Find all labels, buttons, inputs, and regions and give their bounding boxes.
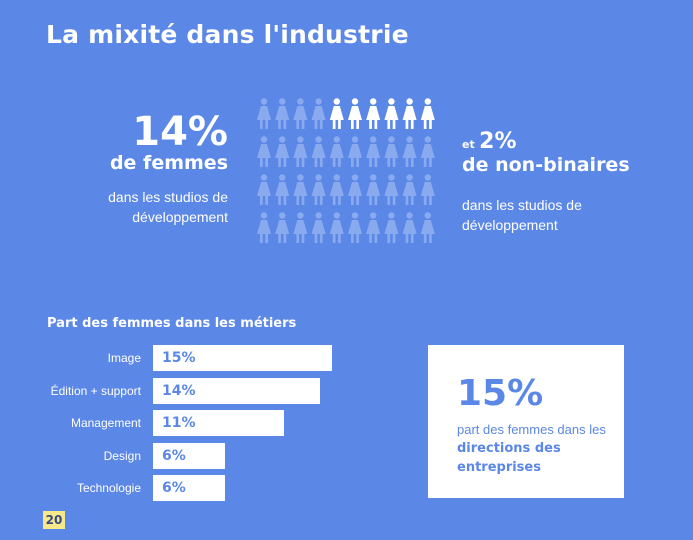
woman-icon xyxy=(311,98,326,129)
bar: 14% xyxy=(153,377,320,404)
woman-icon xyxy=(293,212,308,243)
woman-icon xyxy=(402,174,417,205)
bar-value-label: 6% xyxy=(162,447,186,464)
nonbinary-stat: et 2% de non-binaires dans les studios d… xyxy=(462,130,662,235)
bar-row: Image 15% xyxy=(0,345,693,371)
woman-icon xyxy=(257,98,271,129)
people-pictogram xyxy=(257,98,435,243)
woman-icon xyxy=(275,174,290,205)
woman-icon xyxy=(257,136,271,167)
bar-category-label: Édition + support xyxy=(50,383,141,398)
nonbinary-pct: 2% xyxy=(479,129,517,154)
woman-icon xyxy=(420,212,435,243)
woman-icon xyxy=(366,212,381,243)
bar-value-label: 6% xyxy=(162,480,186,496)
woman-icon xyxy=(402,98,417,129)
bar-row: Management 11% xyxy=(0,410,693,436)
woman-icon xyxy=(384,98,399,129)
directions-pct: 15% xyxy=(457,373,544,414)
bar-row: Édition + support 14% xyxy=(0,377,693,404)
woman-icon xyxy=(293,136,308,167)
woman-icon xyxy=(402,136,417,167)
women-stat: 14% de femmes dans les studios de dévelo… xyxy=(80,112,228,227)
woman-icon xyxy=(293,174,308,205)
women-note: dans les studios de développement xyxy=(108,189,228,225)
bar: 11% xyxy=(153,410,284,436)
nonbinary-label: de non-binaires xyxy=(462,154,630,176)
woman-icon xyxy=(420,174,435,205)
woman-icon xyxy=(384,174,399,205)
bar-category-label: Image xyxy=(107,351,141,365)
woman-icon xyxy=(384,136,399,167)
bar-value-label: 15% xyxy=(162,350,196,366)
woman-icon xyxy=(329,136,344,167)
woman-icon xyxy=(257,212,271,243)
directions-card: 15% part des femmes dans les directions … xyxy=(428,345,624,498)
woman-icon xyxy=(420,98,435,129)
bar-row: Design 6% xyxy=(0,442,693,469)
woman-icon xyxy=(293,98,308,129)
woman-icon xyxy=(366,136,381,167)
bar: 6% xyxy=(153,442,225,469)
woman-icon xyxy=(348,212,362,243)
woman-icon xyxy=(257,174,271,205)
bar-value-label: 11% xyxy=(162,415,196,431)
bar-value-label: 14% xyxy=(162,382,196,399)
page-number: 20 xyxy=(43,511,65,529)
bar-row: Technologie 6% xyxy=(0,475,693,501)
nonbinary-note: dans les studios de développement xyxy=(462,197,582,233)
woman-icon xyxy=(311,212,326,243)
woman-icon xyxy=(329,212,344,243)
woman-icon xyxy=(275,136,290,167)
woman-icon xyxy=(275,98,290,129)
woman-icon xyxy=(348,98,362,129)
women-label: de femmes xyxy=(109,152,228,174)
woman-icon xyxy=(311,136,326,167)
woman-icon xyxy=(384,212,399,243)
chart-title: Part des femmes dans les métiers xyxy=(47,316,297,331)
woman-icon xyxy=(329,98,344,129)
bar-category-label: Design xyxy=(103,448,141,463)
page-title: La mixité dans l'industrie xyxy=(46,20,409,49)
woman-icon xyxy=(275,212,290,243)
bar-category-label: Management xyxy=(70,416,141,430)
woman-icon xyxy=(402,212,417,243)
bar-category-label: Technologie xyxy=(76,481,141,495)
woman-icon xyxy=(420,136,435,167)
woman-icon xyxy=(348,174,362,205)
directions-text: part des femmes dans les directions des … xyxy=(457,422,606,475)
woman-icon xyxy=(311,174,326,205)
nonbinary-prefix: et xyxy=(462,138,475,151)
woman-icon xyxy=(366,174,381,205)
woman-icon xyxy=(366,98,381,129)
women-pct: 14% xyxy=(132,109,228,155)
bar: 6% xyxy=(153,475,225,501)
bar: 15% xyxy=(153,345,332,371)
woman-icon xyxy=(329,174,344,205)
woman-icon xyxy=(348,136,362,167)
